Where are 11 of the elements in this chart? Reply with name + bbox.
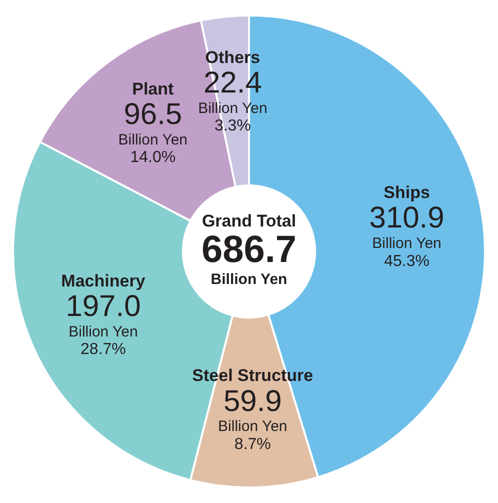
text: 686.7 — [201, 228, 297, 271]
slice-label: Others — [205, 48, 260, 67]
slice-label: Ships — [384, 183, 430, 202]
slice-label: Plant — [132, 79, 174, 98]
text: Grand Total — [202, 212, 296, 231]
data-label: 310.9 Billion Yen 45.3% — [369, 202, 444, 270]
data-label: 197.0 Billion Yen 28.7% — [66, 290, 141, 358]
slice-label: Machinery — [61, 272, 146, 291]
data-label: 59.9 Billion Yen 8.7% — [218, 384, 288, 453]
data-label: 96.5 Billion Yen 14.0% — [118, 98, 188, 166]
text: Billion Yen — [210, 271, 288, 288]
